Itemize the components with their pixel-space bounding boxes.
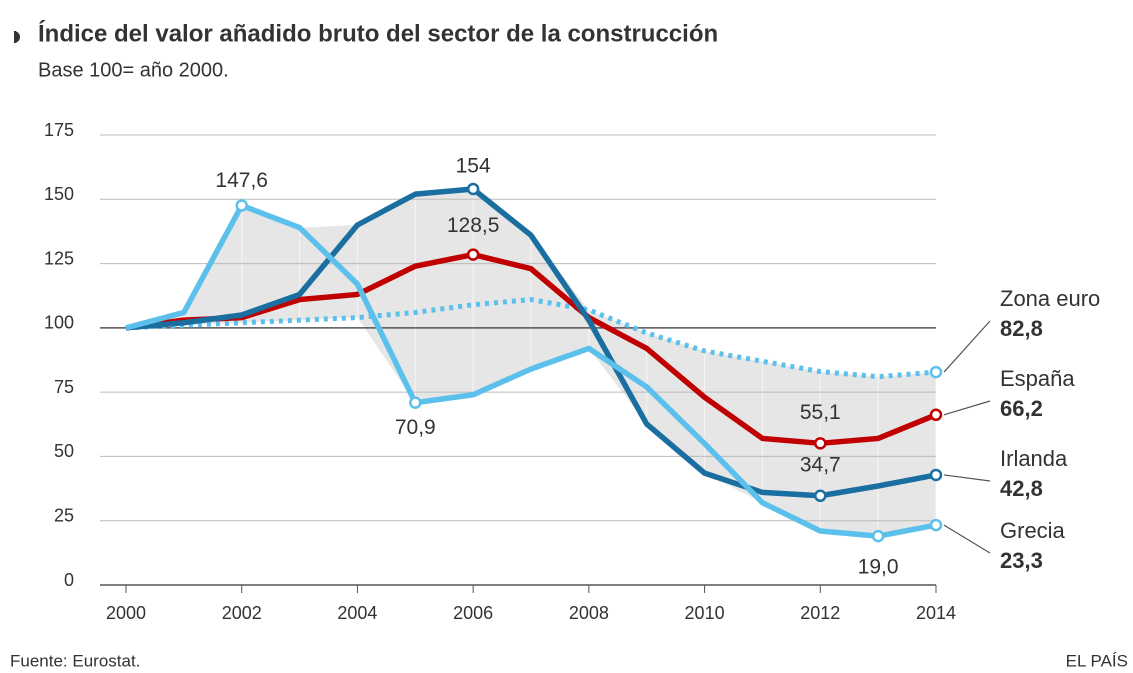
x-tick-label: 2002 — [222, 603, 262, 623]
data-label: 19,0 — [858, 556, 899, 579]
source: Fuente: Eurostat. — [10, 651, 140, 670]
point-marker — [929, 408, 943, 422]
y-tick-label: 150 — [44, 184, 74, 204]
y-tick-label: 25 — [54, 505, 74, 525]
point-marker — [235, 199, 248, 212]
point-marker — [814, 489, 827, 503]
legend-value: 23,3 — [1000, 548, 1043, 573]
x-tick-label: 2006 — [453, 603, 493, 623]
title-bullet — [14, 31, 20, 43]
x-tick-label: 2010 — [685, 603, 725, 623]
y-tick-label: 75 — [54, 377, 74, 397]
data-label: 55,1 — [800, 401, 841, 424]
line-2 — [125, 186, 937, 499]
legend-value: 42,8 — [1000, 476, 1043, 501]
data-label: 34,7 — [800, 453, 841, 476]
legend-value: 82,8 — [1000, 316, 1043, 341]
x-tick-label: 2004 — [337, 603, 377, 623]
point-marker — [814, 437, 827, 450]
y-tick-label: 125 — [44, 248, 74, 268]
x-tick-label: 2008 — [569, 603, 609, 623]
legend-name: Irlanda — [1000, 446, 1068, 471]
x-tick-label: 2012 — [800, 603, 840, 623]
point-marker — [466, 248, 480, 261]
line-0 — [125, 297, 937, 380]
data-label: 147,6 — [215, 169, 268, 192]
end-connector — [943, 474, 991, 482]
point-marker — [929, 468, 943, 482]
credit: EL PAÍS — [1066, 651, 1128, 670]
point-marker — [929, 518, 943, 532]
y-tick-label: 50 — [54, 441, 74, 461]
chart-subtitle: Base 100= año 2000. — [38, 59, 229, 81]
x-tick-label: 2000 — [106, 603, 146, 623]
legend-name: Grecia — [1000, 518, 1066, 543]
point-marker — [929, 365, 943, 379]
data-label: 154 — [456, 155, 491, 178]
y-tick-label: 100 — [44, 313, 74, 333]
end-connector — [943, 400, 991, 416]
legend-name: Zona euro — [1000, 286, 1100, 311]
legend-value: 66,2 — [1000, 396, 1043, 421]
x-tick-label: 2014 — [916, 603, 956, 623]
point-marker — [871, 529, 885, 543]
chart-title: Índice del valor añadido bruto del secto… — [38, 19, 718, 47]
end-connector — [943, 320, 991, 373]
end-connector — [943, 524, 991, 554]
legend-name: España — [1000, 366, 1075, 391]
y-tick-label: 175 — [44, 120, 74, 140]
point-marker — [409, 396, 422, 409]
data-label: 128,5 — [447, 214, 500, 237]
line-1 — [125, 251, 938, 447]
data-label: 70,9 — [395, 416, 436, 439]
point-marker — [466, 182, 480, 196]
y-tick-label: 0 — [64, 570, 74, 590]
line-3 — [125, 202, 937, 539]
